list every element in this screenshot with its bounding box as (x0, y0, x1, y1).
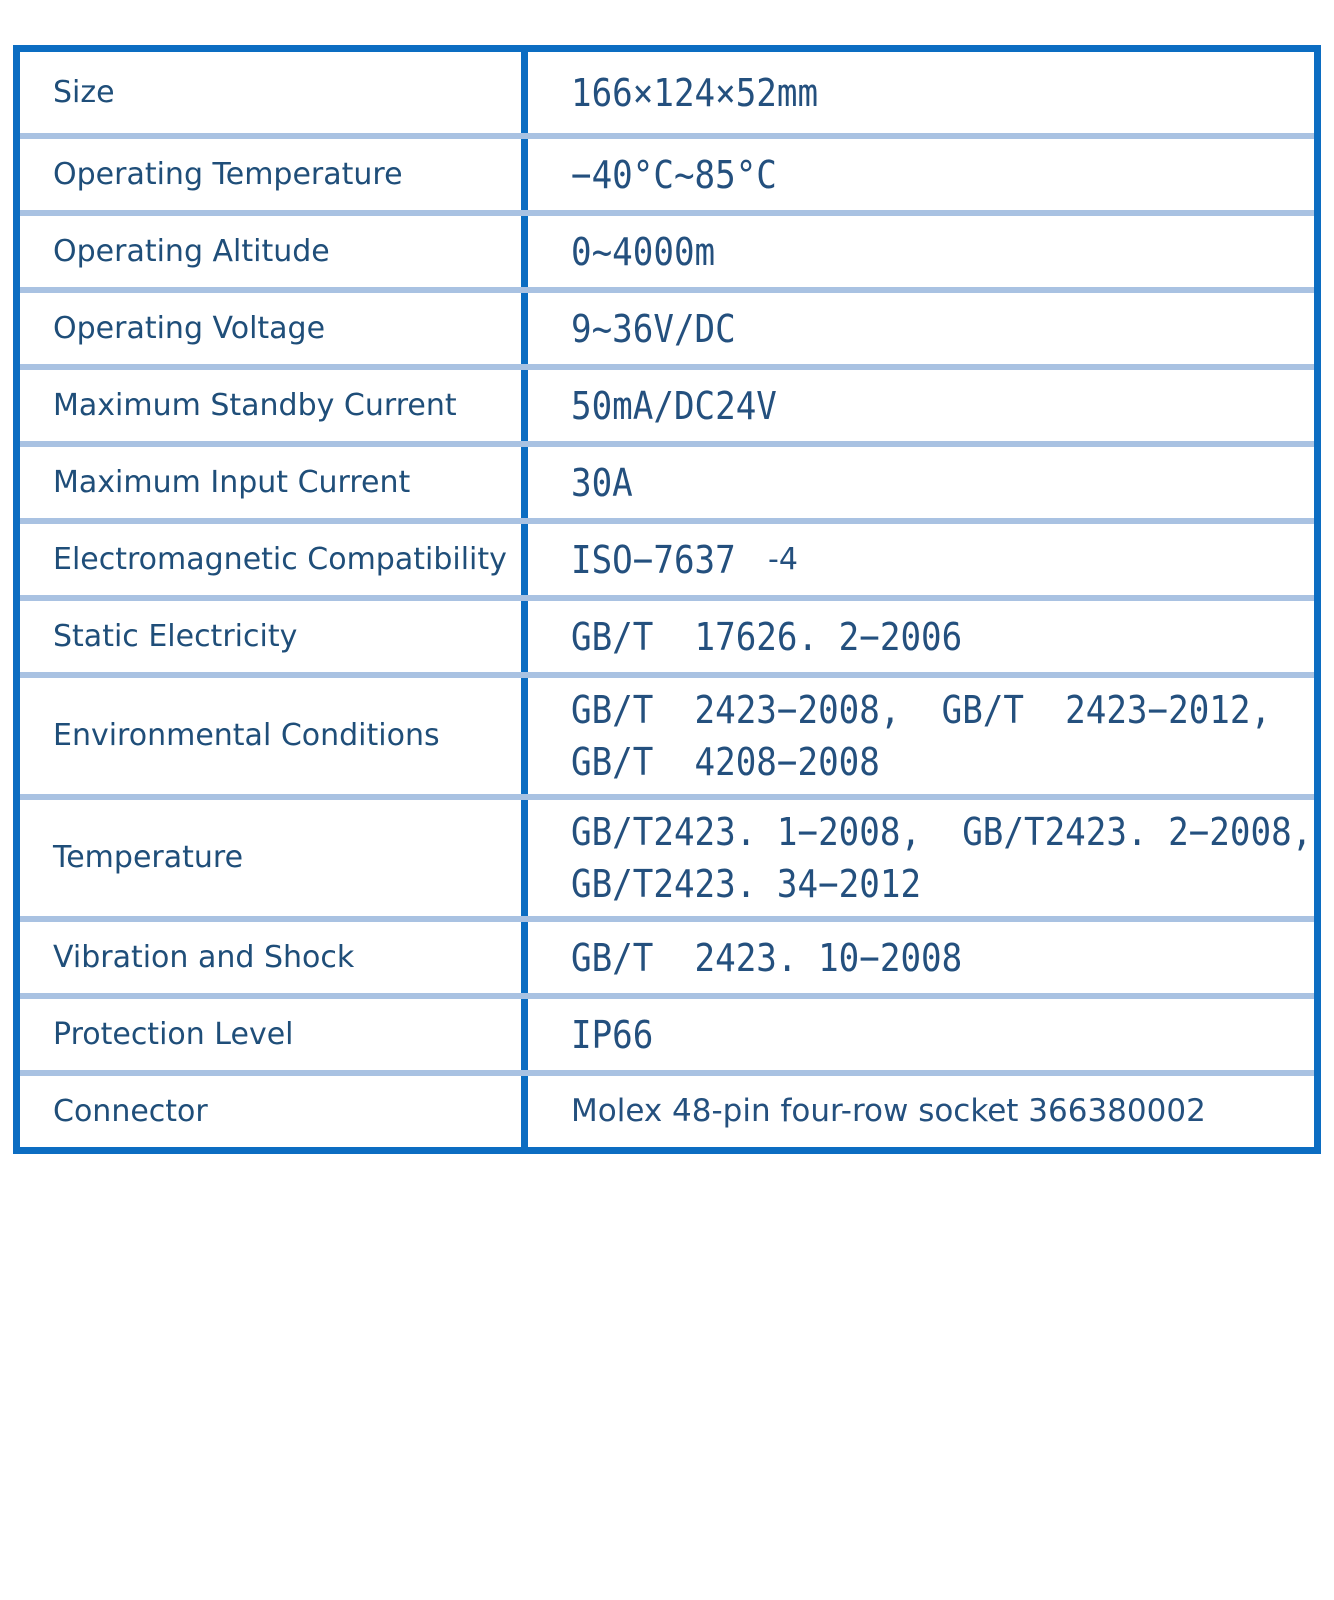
spec-value: GB/T 2423−2008, GB/T 2423−2012, GB/T 4208… (571, 684, 1271, 788)
table-row: Operating Temperature −40°C~85°C (20, 133, 1314, 210)
spec-label-cell: Electromagnetic Compatibility (20, 524, 528, 595)
spec-label-cell: Size (20, 52, 528, 133)
spec-value-cell: ISO−7637 -4 (528, 524, 1314, 595)
spec-value-cell: 9~36V/DC (528, 293, 1314, 364)
spec-value-cell: GB/T2423. 1−2008, GB/T2423. 2−2008, GB/T2… (528, 800, 1334, 916)
spec-label-cell: Vibration and Shock (20, 922, 528, 993)
spec-value-cell: 166×124×52mm (528, 52, 1314, 133)
spec-label: Temperature (53, 840, 244, 876)
spec-value-suffix: -4 (768, 542, 798, 577)
spec-label: Static Electricity (53, 618, 298, 654)
table-row: Operating Voltage 9~36V/DC (20, 287, 1314, 364)
spec-value-cell: 30A (528, 447, 1314, 518)
spec-label-cell: Temperature (20, 800, 528, 916)
spec-value: GB/T 2423. 10−2008 (571, 932, 962, 984)
spec-value-cell: GB/T 17626. 2−2006 (528, 601, 1314, 672)
table-row: Connector Molex 48-pin four-row socket 3… (20, 1070, 1314, 1147)
spec-value: Molex 48-pin four-row socket 366380002 (571, 1091, 1206, 1131)
spec-value-cell: GB/T 2423−2008, GB/T 2423−2012, GB/T 4208… (528, 678, 1334, 794)
table-row: Operating Altitude 0~4000m (20, 210, 1314, 287)
table-row: Maximum Input Current 30A (20, 441, 1314, 518)
spec-label-cell: Operating Altitude (20, 216, 528, 287)
spec-label: Protection Level (53, 1016, 294, 1052)
spec-label-cell: Protection Level (20, 999, 528, 1070)
spec-label: Operating Altitude (53, 233, 330, 269)
spec-label-cell: Static Electricity (20, 601, 528, 672)
spec-value: 9~36V/DC (571, 303, 736, 355)
spec-value-cell: 50mA/DC24V (528, 370, 1314, 441)
table-row: Static Electricity GB/T 17626. 2−2006 (20, 595, 1314, 672)
spec-value-line: GB/T 17626. 2−2006 (571, 614, 963, 659)
spec-label: Connector (53, 1093, 208, 1129)
spec-value-cell: GB/T 2423. 10−2008 (528, 922, 1314, 993)
spec-value-line: 50mA/DC24V (571, 383, 777, 428)
spec-value-cell: Molex 48-pin four-row socket 366380002 (528, 1076, 1314, 1147)
spec-value: IP66 (571, 1009, 653, 1061)
spec-value-line: GB/T2423. 34−2012 (571, 862, 922, 906)
spec-value-line: GB/T 2423. 10−2008 (571, 935, 963, 980)
spec-label: Operating Temperature (53, 156, 403, 192)
spec-value-line: Molex 48-pin four-row socket 366380002 (571, 1093, 1206, 1130)
spec-value-line: GB/T 4208−2008 (571, 740, 880, 784)
spec-label-cell: Maximum Standby Current (20, 370, 528, 441)
spec-value-cell: 0~4000m (528, 216, 1314, 287)
table-row: Vibration and Shock GB/T 2423. 10−2008 (20, 916, 1314, 993)
spec-value-cell: IP66 (528, 999, 1314, 1070)
spec-value: ISO−7637 (571, 534, 736, 586)
spec-label-cell: Connector (20, 1076, 528, 1147)
spec-value: GB/T 17626. 2−2006 (571, 611, 962, 663)
spec-value: −40°C~85°C (571, 149, 777, 201)
table-row: Temperature GB/T2423. 1−2008, GB/T2423. … (20, 794, 1314, 916)
table-row: Environmental Conditions GB/T 2423−2008,… (20, 672, 1314, 794)
spec-label: Maximum Standby Current (53, 387, 457, 423)
spec-label: Environmental Conditions (53, 718, 440, 754)
spec-value-line: GB/T 2423−2008, GB/T 2423−2012, (571, 688, 1272, 732)
spec-label: Maximum Input Current (53, 464, 411, 500)
spec-label-cell: Operating Temperature (20, 139, 528, 210)
spec-label: Vibration and Shock (53, 939, 355, 975)
spec-value: 0~4000m (571, 226, 715, 278)
spec-value-cell: −40°C~85°C (528, 139, 1314, 210)
spec-label-cell: Maximum Input Current (20, 447, 528, 518)
spec-value: 166×124×52mm (571, 67, 818, 119)
table-row: Maximum Standby Current 50mA/DC24V (20, 364, 1314, 441)
table-row: Electromagnetic Compatibility ISO−7637 -… (20, 518, 1314, 595)
spec-value-line: −40°C~85°C (571, 152, 777, 197)
spec-value: 50mA/DC24V (571, 380, 777, 432)
table-row: Protection Level IP66 (20, 993, 1314, 1070)
spec-table: Size 166×124×52mm Operating Temperature … (13, 45, 1321, 1154)
spec-label: Size (53, 74, 115, 110)
spec-label-cell: Environmental Conditions (20, 678, 528, 794)
spec-value-line: ISO−7637 (571, 537, 736, 582)
spec-label-cell: Operating Voltage (20, 293, 528, 364)
table-row: Size 166×124×52mm (20, 52, 1314, 133)
spec-value-line: 0~4000m (571, 229, 716, 274)
spec-value: 30A (571, 457, 633, 509)
spec-label: Electromagnetic Compatibility (53, 541, 507, 577)
spec-value: GB/T2423. 1−2008, GB/T2423. 2−2008, GB/T2… (571, 806, 1312, 910)
spec-value-line: IP66 (571, 1012, 654, 1057)
spec-label: Operating Voltage (53, 310, 326, 346)
spec-value-line: 30A (571, 460, 633, 505)
spec-value-line: GB/T2423. 1−2008, GB/T2423. 2−2008, (571, 810, 1313, 854)
spec-value-line: 166×124×52mm (571, 70, 819, 115)
spec-value-line: 9~36V/DC (571, 306, 736, 351)
